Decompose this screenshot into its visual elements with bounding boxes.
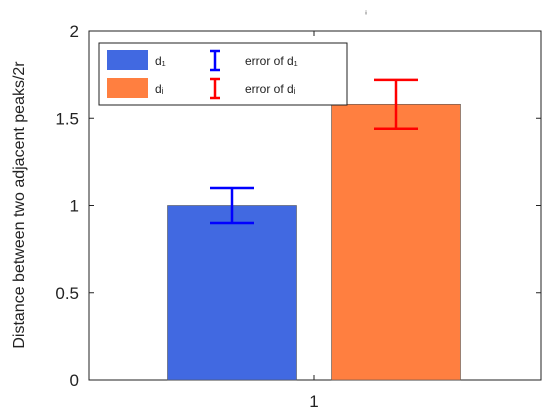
y-axis-ticks: 0 0.5 1 1.5 2 [55,22,541,390]
legend-error-icon-d1 [210,49,220,72]
legend-swatch-di [107,78,148,98]
y-tick-label: 1 [70,197,79,216]
legend-error-icon-di [210,77,220,100]
y-tick-label: 0.5 [55,284,79,303]
x-axis-ticks: 1 [309,31,319,411]
legend-label-di: dᵢ [155,82,164,96]
legend-swatch-d1 [107,50,148,70]
error-bar-0 [210,186,254,225]
y-tick-label: 0 [70,371,79,390]
legend-label-error-di: error of dᵢ [245,82,296,96]
y-tick-label: 2 [70,22,79,41]
chart-title: ⁱ [365,10,367,21]
legend-label-d1: d₁ [155,54,166,68]
y-tick-label: 1.5 [55,109,79,128]
legend-label-error-d1: error of d₁ [245,54,298,68]
y-axis-label: Distance between two adjacent peaks/2r [11,61,28,349]
x-tick-label: 1 [309,392,318,411]
bars [167,103,461,381]
bar-1 [331,103,461,381]
legend: d₁ dᵢ error of d₁ error of dᵢ [98,42,348,106]
bar-0 [167,205,297,381]
error-bars [210,78,418,225]
error-bar-1 [374,78,418,130]
